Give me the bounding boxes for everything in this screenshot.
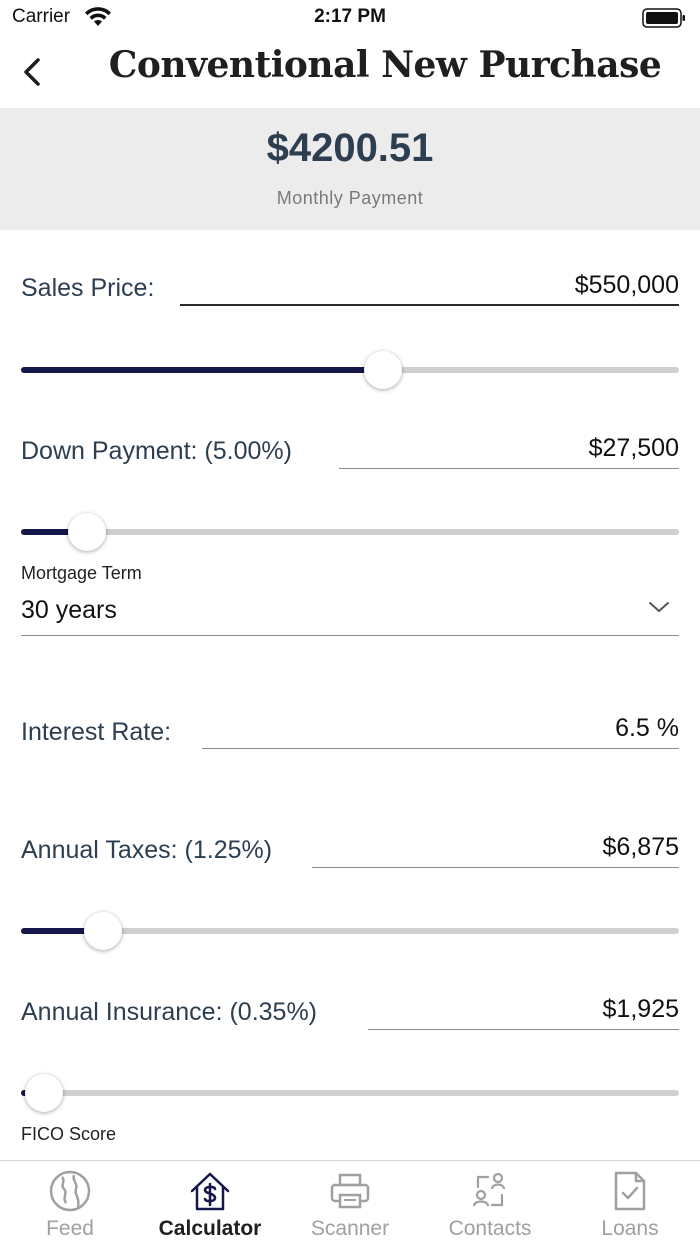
sales-price-slider[interactable] [21,350,679,390]
mortgage-term-label: Mortgage Term [21,563,142,583]
slider-thumb[interactable] [67,513,106,551]
status-bar: Carrier 2:17 PM [0,0,700,36]
annual-insurance-slider[interactable] [21,1073,679,1113]
wifi-icon [85,7,111,26]
battery-icon [642,8,685,28]
annual-insurance-input[interactable] [368,990,679,1030]
monthly-payment-amount: $4200.51 [266,126,434,170]
globe-icon [49,1170,91,1212]
down-payment-label: Down Payment: (5.00%) [21,437,292,465]
annual-taxes-label: Annual Taxes: (1.25%) [21,836,273,864]
slider-track [21,529,679,535]
slider-thumb[interactable] [84,912,123,950]
chevron-left-icon [24,58,40,86]
tab-label: Loans [601,1217,659,1240]
tab-calculator[interactable]: Calculator [140,1161,280,1244]
tab-scanner[interactable]: Scanner [280,1161,420,1244]
slider-thumb[interactable] [363,351,402,389]
mortgage-term-select[interactable]: 30 years [21,588,679,636]
slider-track [21,1090,679,1096]
sales-price-input[interactable] [180,266,679,306]
fico-score-label: FICO Score [21,1124,117,1144]
mortgage-term-value: 30 years [21,596,117,624]
house-dollar-icon [190,1172,230,1211]
slider-track [21,928,679,934]
contacts-icon [472,1172,506,1207]
interest-rate-input[interactable] [202,709,679,749]
tab-label: Scanner [310,1217,390,1240]
annual-taxes-input[interactable] [312,828,679,868]
tab-feed[interactable]: Feed [0,1161,140,1244]
slider-fill [21,529,87,535]
page-title: Conventional New Purchase [108,44,662,86]
monthly-payment-label: Monthly Payment [276,188,424,208]
tab-loans[interactable]: Loans [560,1161,700,1244]
tab-label: Calculator [158,1217,262,1240]
payment-summary: $4200.51 Monthly Payment [0,108,700,230]
interest-rate-label: Interest Rate: [21,718,172,746]
down-payment-input[interactable] [339,429,679,469]
down-payment-slider[interactable] [21,512,679,552]
slider-thumb[interactable] [25,1074,64,1112]
document-check-icon [614,1171,646,1211]
back-button[interactable] [8,46,56,98]
printer-icon [330,1173,370,1209]
carrier-label: Carrier [12,6,71,27]
chevron-down-icon [649,602,669,612]
slider-fill [21,367,383,373]
status-time: 2:17 PM [314,6,386,27]
annual-taxes-slider[interactable] [21,911,679,951]
slider-fill [21,928,104,934]
tab-label: Feed [46,1217,94,1240]
tab-bar: Feed Calculator Scanner Contacts [0,1160,700,1244]
tab-contacts[interactable]: Contacts [420,1161,560,1244]
tab-label: Contacts [448,1217,532,1240]
nav-bar: Conventional New Purchase [0,36,700,108]
sales-price-label: Sales Price: [21,274,155,302]
annual-insurance-label: Annual Insurance: (0.35%) [21,998,318,1026]
